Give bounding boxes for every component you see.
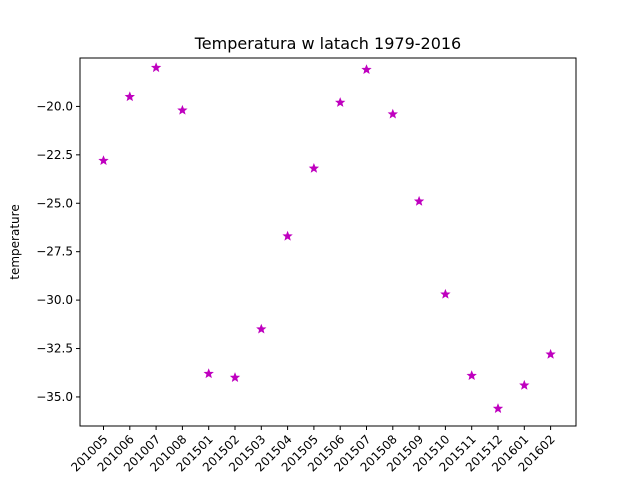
data-point [335, 97, 346, 107]
data-point [466, 370, 477, 381]
chart-title: Temperatura w latach 1979-2016 [194, 34, 461, 53]
plot-area [79, 57, 577, 427]
data-point [124, 91, 135, 102]
data-point [492, 403, 504, 413]
data-point [98, 155, 109, 166]
data-point [150, 62, 162, 73]
y-axis: −20.0 −22.5 −25.0 −27.5 −30.0 −32.5 −35.0 [36, 99, 80, 404]
y-tick-label: −22.5 [36, 148, 73, 162]
y-tick-label: −20.0 [36, 99, 73, 113]
data-point [361, 64, 372, 75]
y-axis-label: temperature [8, 204, 22, 279]
data-point [229, 372, 241, 382]
y-tick-label: −30.0 [36, 293, 73, 307]
data-point [308, 162, 320, 173]
y-tick-label: −25.0 [36, 196, 73, 210]
y-tick-label: −27.5 [36, 245, 73, 259]
data-point [545, 348, 556, 359]
y-tick-label: −35.0 [36, 390, 73, 404]
x-axis: 2010052010062010072010082015012015022015… [68, 426, 558, 475]
data-point [387, 108, 398, 119]
data-point [256, 323, 267, 334]
data-point [440, 288, 451, 299]
data-point [519, 379, 530, 390]
data-point [177, 104, 188, 115]
y-tick-label: −32.5 [36, 342, 73, 356]
data-point [413, 195, 425, 206]
data-point [282, 230, 293, 241]
data-points [98, 62, 556, 413]
data-point [203, 368, 214, 379]
